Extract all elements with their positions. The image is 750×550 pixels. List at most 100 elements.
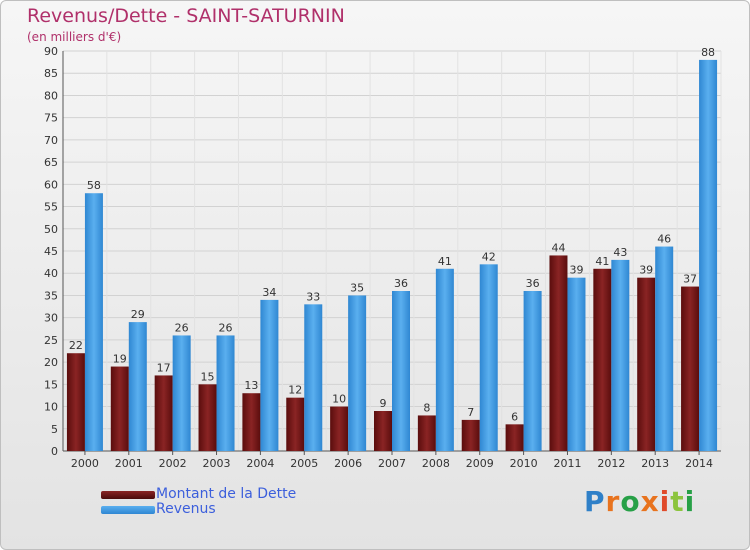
bar-debt — [593, 268, 612, 451]
bar-debt — [330, 406, 349, 451]
x-tick-label: 2001 — [115, 457, 143, 470]
logo-letter: t — [670, 485, 685, 518]
bar-debt — [637, 277, 656, 451]
bar-debt — [110, 366, 129, 451]
y-tick-label: 85 — [44, 67, 58, 80]
bar-revenue — [567, 277, 586, 451]
data-label: 26 — [219, 321, 233, 334]
bar-debt — [374, 411, 392, 451]
y-tick-label: 80 — [44, 89, 58, 102]
logo-letter: r — [605, 485, 621, 518]
chart-title: Revenus/Dette - SAINT-SATURNIN — [27, 5, 345, 27]
x-tick-label: 2013 — [641, 457, 669, 470]
bar-revenue — [523, 291, 542, 451]
x-tick-label: 2009 — [466, 457, 494, 470]
data-label: 36 — [526, 277, 540, 290]
data-label: 46 — [657, 233, 671, 246]
data-label: 35 — [350, 281, 364, 294]
logo-letter: x — [640, 485, 660, 518]
bar-revenue — [611, 259, 630, 451]
y-tick-label: 35 — [44, 289, 58, 302]
data-label: 37 — [683, 273, 697, 286]
y-tick-label: 70 — [44, 134, 58, 147]
bar-revenue — [84, 193, 103, 451]
x-tick-label: 2010 — [510, 457, 538, 470]
y-tick-label: 65 — [44, 156, 58, 169]
legend-label-revenue: Revenus — [156, 501, 216, 517]
bar-debt — [417, 415, 436, 451]
y-tick-label: 40 — [44, 267, 58, 280]
data-label: 41 — [438, 255, 452, 268]
y-tick-label: 20 — [44, 356, 58, 369]
bar-revenue — [304, 304, 323, 451]
data-label: 29 — [131, 308, 145, 321]
bar-debt — [549, 255, 568, 451]
data-label: 8 — [423, 401, 430, 414]
x-tick-label: 2008 — [422, 457, 450, 470]
logo-letter: P — [584, 485, 606, 518]
data-label: 19 — [113, 353, 127, 366]
bars — [66, 59, 718, 452]
y-tick-label: 15 — [44, 378, 58, 391]
logo-letter: i — [659, 485, 671, 518]
bar-debt — [505, 424, 524, 451]
bar-revenue — [216, 335, 235, 451]
x-tick-label: 2006 — [334, 457, 362, 470]
bar-chart: 0 5 10 15 20 25 30 35 40 45 50 55 60 65 70 75 80 85 90 2000… — [44, 45, 722, 470]
bar-revenue — [392, 291, 410, 451]
data-label: 43 — [613, 246, 627, 259]
legend-label-debt: Montant de la Dette — [156, 486, 297, 502]
bar-revenue — [260, 299, 279, 451]
y-tick-label: 45 — [44, 245, 58, 258]
bar-revenue — [128, 322, 147, 451]
x-tick-label: 2012 — [597, 457, 625, 470]
bar-revenue — [435, 268, 454, 451]
data-label: 41 — [595, 255, 609, 268]
data-label: 9 — [380, 397, 387, 410]
x-tick-label: 2014 — [685, 457, 713, 470]
data-label: 44 — [551, 241, 565, 254]
legend-swatch-debt — [101, 491, 155, 499]
data-label: 17 — [157, 361, 171, 374]
x-tick-label: 2004 — [246, 457, 274, 470]
y-tick-label: 25 — [44, 334, 58, 347]
y-tick-label: 50 — [44, 223, 58, 236]
proxiti-logo: Proxiti — [584, 485, 695, 518]
y-tick-label: 5 — [51, 423, 58, 436]
bar-revenue — [348, 295, 367, 451]
data-label: 10 — [332, 393, 346, 406]
x-tick-label: 2011 — [553, 457, 581, 470]
data-label: 36 — [394, 277, 408, 290]
chart-subtitle: (en milliers d'€) — [27, 30, 122, 44]
bar-revenue — [479, 264, 498, 451]
bar-debt — [154, 375, 173, 451]
bar-revenue — [655, 246, 674, 451]
y-tick-label: 30 — [44, 312, 58, 325]
data-label: 42 — [482, 250, 496, 263]
legend-swatch-revenue — [101, 506, 155, 514]
bar-debt — [198, 384, 217, 451]
x-tick-label: 2000 — [71, 457, 99, 470]
x-tick-label: 2003 — [203, 457, 231, 470]
y-tick-label: 60 — [44, 178, 58, 191]
value-labels: 22 58 19 29 17 26 15 26 13 34 12 33 10 35 9 36 8 41 7 42 6 36… — [69, 46, 715, 423]
data-label: 12 — [288, 384, 302, 397]
data-label: 6 — [511, 410, 518, 423]
data-label: 34 — [262, 286, 276, 299]
data-label: 39 — [569, 264, 583, 277]
x-tick-label: 2007 — [378, 457, 406, 470]
data-label: 39 — [639, 264, 653, 277]
axes: 0 5 10 15 20 25 30 35 40 45 50 55 60 65 70 75 80 85 90 2000… — [44, 45, 721, 470]
y-tick-label: 0 — [51, 445, 58, 458]
y-tick-label: 75 — [44, 112, 58, 125]
y-tick-label: 55 — [44, 201, 58, 214]
y-tick-label: 10 — [44, 401, 58, 414]
bar-debt — [681, 286, 700, 451]
data-label: 13 — [244, 379, 258, 392]
x-tick-label: 2002 — [159, 457, 187, 470]
x-tick-label: 2005 — [290, 457, 318, 470]
logo-letter: o — [620, 485, 641, 518]
bar-debt — [461, 419, 480, 451]
y-tick-label: 90 — [44, 45, 58, 58]
